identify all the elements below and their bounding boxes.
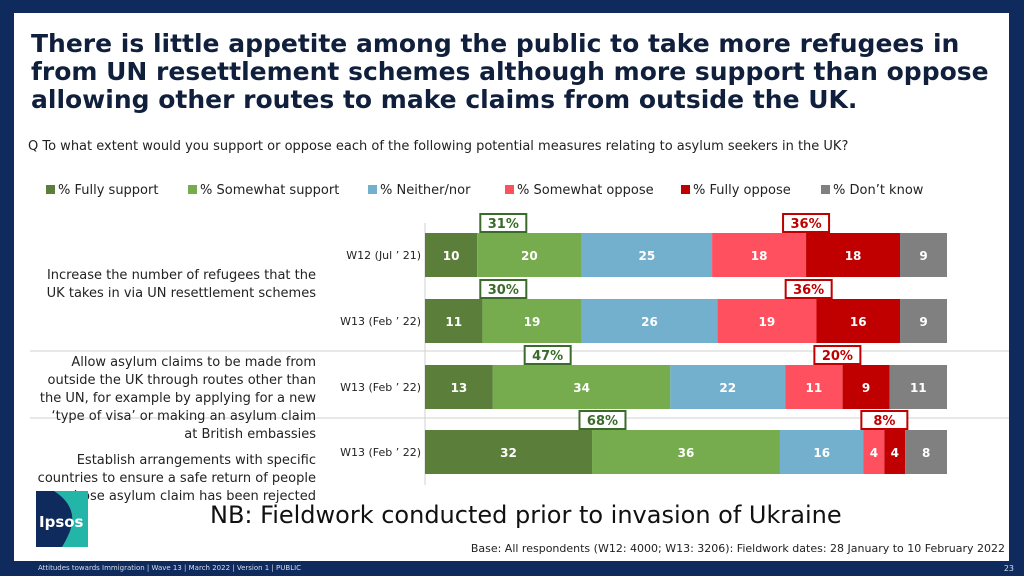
bar-segment-1-0	[425, 299, 483, 343]
row-label-un-resettlement: Increase the number of refugees that the…	[46, 268, 316, 301]
net-oppose-box-0	[782, 213, 831, 233]
chart-bars: W12 (Jul ’ 21) 10 20 25 18 18 9 31% 36% W13 (Feb …	[340, 213, 947, 474]
logo-text: Ipsos	[39, 513, 84, 531]
bar-segment-2-5	[889, 365, 947, 409]
net-oppose-label-2: 20%	[822, 349, 853, 364]
net-support-label-0: 31%	[488, 217, 519, 232]
question-text: Q To what extent would you support or op…	[28, 139, 849, 154]
legend-label-1: % Somewhat support	[200, 183, 339, 198]
ipsos-logo: Ipsos	[36, 491, 88, 547]
net-oppose-label-3: 8%	[873, 414, 895, 429]
bar-segment-3-1	[592, 430, 780, 474]
bar-segment-0-0	[425, 233, 478, 277]
data-label-1-0: 11	[445, 315, 462, 329]
data-label-2-3: 11	[806, 381, 823, 395]
net-support-box-2	[523, 345, 572, 365]
bar-segment-3-0	[425, 430, 593, 474]
footer-text: Attitudes towards Immigration | Wave 13 …	[38, 564, 302, 572]
legend-swatch-4	[681, 185, 690, 194]
net-oppose-label-0: 36%	[790, 217, 821, 232]
bar-segment-0-2	[581, 233, 713, 277]
legend-swatch-2	[368, 185, 377, 194]
net-support-label-1: 30%	[488, 283, 519, 298]
data-label-0-3: 18	[751, 249, 768, 263]
data-label-0-0: 10	[443, 249, 460, 263]
data-label-3-5: 8	[922, 446, 930, 460]
legend-swatch-1	[188, 185, 197, 194]
base-note: Base: All respondents (W12: 4000; W13: 3…	[470, 542, 1005, 555]
category-label-2: W13 (Feb ’ 22)	[340, 381, 421, 394]
row-label-safe-return: Establish arrangements with specific cou…	[37, 453, 316, 504]
row-label-other-routes: Allow asylum claims to be made from outs…	[39, 355, 316, 442]
category-label-3: W13 (Feb ’ 22)	[340, 446, 421, 459]
bar-segment-1-2	[581, 299, 718, 343]
legend-label-0: % Fully support	[58, 183, 158, 198]
net-oppose-box-3	[860, 410, 909, 430]
bar-segment-1-5	[900, 299, 947, 343]
page-number: 23	[1003, 564, 1014, 573]
net-support-label-3: 68%	[587, 414, 618, 429]
legend-label-3: % Somewhat oppose	[517, 183, 654, 198]
legend-swatch-5	[821, 185, 830, 194]
bar-segment-0-5	[900, 233, 947, 277]
net-oppose-label-1: 36%	[793, 283, 824, 298]
data-label-1-2: 26	[641, 315, 658, 329]
bar-segment-1-3	[717, 299, 817, 343]
chart-legend: % Fully support % Somewhat support % Neith…	[46, 183, 924, 198]
legend-label-5: % Don’t know	[833, 183, 924, 198]
data-label-1-4: 16	[850, 315, 867, 329]
data-label-0-4: 18	[845, 249, 862, 263]
legend-swatch-3	[505, 185, 514, 194]
bar-segment-3-3	[863, 430, 885, 474]
bar-segment-3-4	[884, 430, 906, 474]
bar-segment-0-4	[806, 233, 901, 277]
legend-label-4: % Fully oppose	[693, 183, 791, 198]
bar-segment-2-3	[785, 365, 843, 409]
data-label-2-1: 34	[573, 381, 590, 395]
data-label-2-4: 9	[862, 381, 870, 395]
data-label-0-1: 20	[521, 249, 538, 263]
slide: There is little appetite among the publi…	[14, 13, 1009, 561]
data-label-2-5: 11	[910, 381, 927, 395]
data-label-1-5: 9	[919, 315, 927, 329]
bar-segment-2-2	[670, 365, 786, 409]
data-label-2-0: 13	[451, 381, 468, 395]
bar-segment-0-1	[477, 233, 582, 277]
bar-segment-3-2	[779, 430, 864, 474]
data-label-1-3: 19	[759, 315, 776, 329]
slide-title: There is little appetite among the publi…	[31, 29, 989, 114]
category-label-1: W13 (Feb ’ 22)	[340, 315, 421, 328]
legend-swatch-0	[46, 185, 55, 194]
bar-segment-2-4	[842, 365, 890, 409]
bar-segment-1-1	[482, 299, 582, 343]
legend-label-2: % Neither/nor	[380, 183, 471, 198]
data-label-3-2: 16	[813, 446, 830, 460]
bar-segment-0-3	[712, 233, 807, 277]
net-oppose-box-2	[813, 345, 862, 365]
data-label-0-2: 25	[638, 249, 655, 263]
data-label-3-3: 4	[870, 446, 878, 460]
bar-segment-3-5	[905, 430, 947, 474]
net-support-label-2: 47%	[532, 349, 563, 364]
data-label-2-2: 22	[719, 381, 736, 395]
category-label-0: W12 (Jul ’ 21)	[346, 249, 421, 262]
data-label-3-4: 4	[891, 446, 899, 460]
net-support-box-3	[578, 410, 627, 430]
net-support-box-1	[479, 279, 528, 299]
data-label-1-1: 19	[524, 315, 541, 329]
data-label-0-5: 9	[919, 249, 927, 263]
fieldwork-note: NB: Fieldwork conducted prior to invasio…	[210, 501, 842, 529]
stacked-bar-chart: % Fully support % Somewhat support % Neith…	[30, 183, 1009, 485]
data-label-3-0: 32	[500, 446, 517, 460]
bar-segment-2-1	[492, 365, 671, 409]
bar-segment-1-4	[816, 299, 901, 343]
net-support-box-0	[479, 213, 528, 233]
data-label-3-1: 36	[678, 446, 695, 460]
bar-segment-2-0	[425, 365, 493, 409]
net-oppose-box-1	[784, 279, 833, 299]
